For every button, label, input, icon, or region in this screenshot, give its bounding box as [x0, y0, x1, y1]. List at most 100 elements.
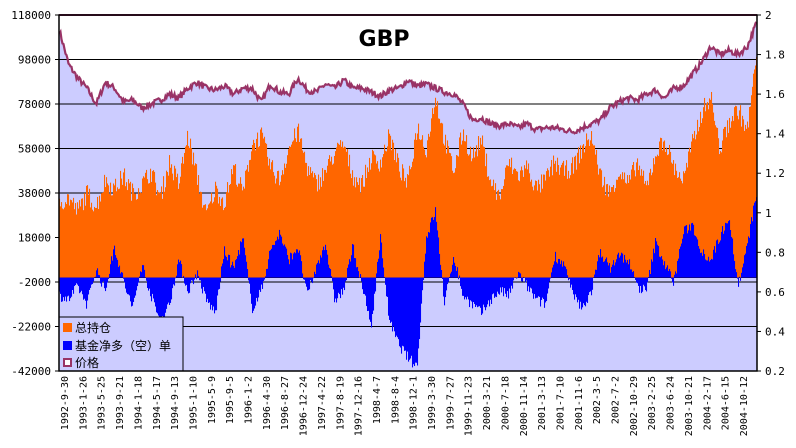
open-interest-bar	[585, 146, 587, 278]
fund-net-bar	[684, 226, 686, 278]
x-tick-label: 1996-12-24	[299, 376, 310, 436]
open-interest-bar	[88, 194, 90, 278]
fund-net-bar	[107, 277, 109, 283]
open-interest-bar	[111, 195, 113, 278]
open-interest-bar	[737, 115, 739, 278]
open-interest-bar	[220, 206, 222, 278]
fund-net-bar	[191, 277, 193, 281]
fund-net-bar	[652, 261, 654, 278]
fund-net-bar	[268, 259, 270, 278]
open-interest-bar	[625, 182, 627, 278]
fund-net-bar	[352, 243, 354, 278]
fund-net-bar	[117, 259, 119, 278]
fund-net-bar	[176, 275, 178, 278]
fund-net-bar	[411, 277, 413, 356]
fund-net-bar	[288, 259, 290, 278]
open-interest-bar	[171, 164, 173, 278]
open-interest-bar	[601, 170, 603, 278]
fund-net-bar	[440, 264, 442, 278]
open-interest-bar	[138, 188, 140, 278]
x-tick-label: 2000-3-21	[482, 376, 493, 430]
x-tick-label: 1997-4-22	[317, 376, 328, 430]
fund-net-bar	[368, 277, 370, 311]
fund-net-bar	[689, 224, 691, 278]
open-interest-bar	[659, 141, 661, 278]
open-interest-bar	[398, 157, 400, 278]
open-interest-bar	[246, 169, 248, 278]
fund-net-bar	[670, 271, 672, 278]
open-interest-bar	[644, 183, 646, 278]
open-interest-bar	[64, 207, 66, 278]
open-interest-bar	[241, 183, 243, 278]
open-interest-bar	[426, 157, 428, 278]
fund-net-bar	[292, 259, 294, 278]
fund-net-bar	[246, 261, 248, 278]
open-interest-bar	[83, 210, 85, 278]
open-interest-bar	[109, 193, 111, 278]
open-interest-bar	[281, 175, 283, 278]
fund-net-bar	[714, 246, 716, 278]
open-interest-bar	[474, 157, 476, 278]
open-interest-bar	[210, 201, 212, 278]
fund-net-bar	[711, 258, 713, 278]
open-interest-bar	[145, 172, 147, 278]
fund-net-bar	[324, 250, 326, 278]
fund-net-bar	[222, 263, 224, 278]
open-interest-bar	[349, 154, 351, 278]
fund-net-bar	[546, 277, 548, 302]
fund-net-bar	[120, 273, 122, 278]
open-interest-bar	[408, 175, 410, 278]
open-interest-bar	[448, 146, 450, 278]
open-interest-bar	[626, 183, 628, 278]
open-interest-bar	[298, 123, 300, 278]
open-interest-bar	[591, 131, 593, 278]
open-interest-bar	[203, 205, 205, 278]
open-interest-bar	[727, 120, 729, 278]
fund-net-bar	[536, 277, 538, 298]
open-interest-bar	[553, 155, 555, 278]
fund-net-bar	[646, 277, 648, 292]
fund-net-bar	[733, 254, 735, 278]
fund-net-bar	[249, 277, 251, 284]
open-interest-bar	[656, 156, 658, 278]
open-interest-bar	[257, 132, 259, 278]
fund-net-bar	[504, 277, 506, 289]
open-interest-bar	[479, 150, 481, 278]
fund-net-bar	[113, 249, 115, 278]
open-interest-bar	[318, 174, 320, 278]
open-interest-bar	[60, 206, 62, 278]
open-interest-bar	[503, 185, 505, 278]
fund-net-bar	[679, 248, 681, 278]
x-tick-label: 2004-6-15	[721, 376, 732, 430]
open-interest-bar	[558, 165, 560, 278]
fund-net-bar	[266, 269, 268, 278]
fund-net-bar	[211, 277, 213, 305]
open-interest-bar	[230, 183, 232, 278]
open-interest-bar	[752, 86, 754, 278]
legend-label-fund-net: 基金净多（空）单	[75, 338, 171, 353]
fund-net-bar	[632, 272, 634, 278]
open-interest-bar	[276, 178, 278, 278]
open-interest-bar	[247, 164, 249, 278]
open-interest-bar	[70, 199, 72, 278]
fund-net-bar	[133, 277, 135, 302]
fund-net-bar	[333, 277, 335, 290]
fund-net-bar	[746, 245, 748, 278]
fund-net-bar	[429, 232, 431, 278]
open-interest-bar	[329, 155, 331, 278]
fund-net-bar	[630, 269, 632, 278]
fund-net-bar	[744, 255, 746, 278]
fund-net-bar	[479, 277, 481, 307]
fund-net-bar	[604, 261, 606, 278]
open-interest-bar	[464, 141, 466, 278]
legend-swatch-open-interest	[63, 323, 72, 332]
fund-net-bar	[289, 264, 291, 278]
open-interest-bar	[164, 191, 166, 278]
open-interest-bar	[569, 178, 571, 278]
open-interest-bar	[162, 198, 164, 278]
open-interest-bar	[216, 185, 218, 278]
open-interest-bar	[389, 133, 391, 278]
fund-net-bar	[197, 270, 199, 278]
open-interest-bar	[617, 179, 619, 278]
fund-net-bar	[390, 277, 392, 323]
